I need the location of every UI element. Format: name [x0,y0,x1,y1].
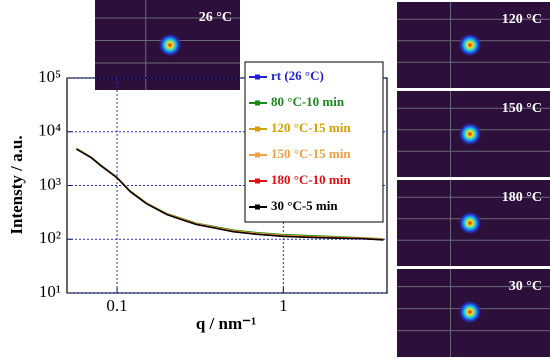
y-axis-title: Intensty / a.u. [7,135,26,234]
beam-spot [458,300,482,324]
y-tick-label: 10² [39,228,61,247]
legend-marker [255,126,260,132]
x-tick-label: 0.1 [106,296,127,315]
data-line [76,148,384,241]
legend-marker [255,178,260,184]
inset-label: 120 °C [502,12,542,27]
inset-label: 150 °C [502,101,542,116]
legend-marker [255,74,260,80]
legend-label: 80 °C-10 min [271,94,345,109]
legend-marker [255,152,260,158]
legend-label: 180 °C-10 min [271,172,351,187]
y-tick-label: 10⁴ [38,121,61,140]
beam-spot [458,122,482,146]
y-tick-label: 10¹ [39,282,61,301]
legend-label: 30 °C-5 min [271,198,338,213]
legend [244,61,384,223]
inset-label: 180 °C [502,190,542,205]
legend-label: rt (26 °C) [271,68,324,83]
beam-spot [458,33,482,57]
x-tick-label: 1 [279,296,288,315]
x-axis-title: q / nm⁻¹ [196,314,256,333]
beam-spot [458,211,482,235]
y-tick-label: 10³ [39,174,61,193]
y-tick-label: 10⁵ [38,67,61,86]
legend-label: 120 °C-15 min [271,120,351,135]
inset-label: 30 °C [509,279,542,294]
legend-label: 150 °C-15 min [271,146,351,161]
beam-spot [158,33,182,57]
legend-marker [255,204,260,210]
inset-label: 26 °C [199,10,232,25]
legend-marker [255,100,260,106]
